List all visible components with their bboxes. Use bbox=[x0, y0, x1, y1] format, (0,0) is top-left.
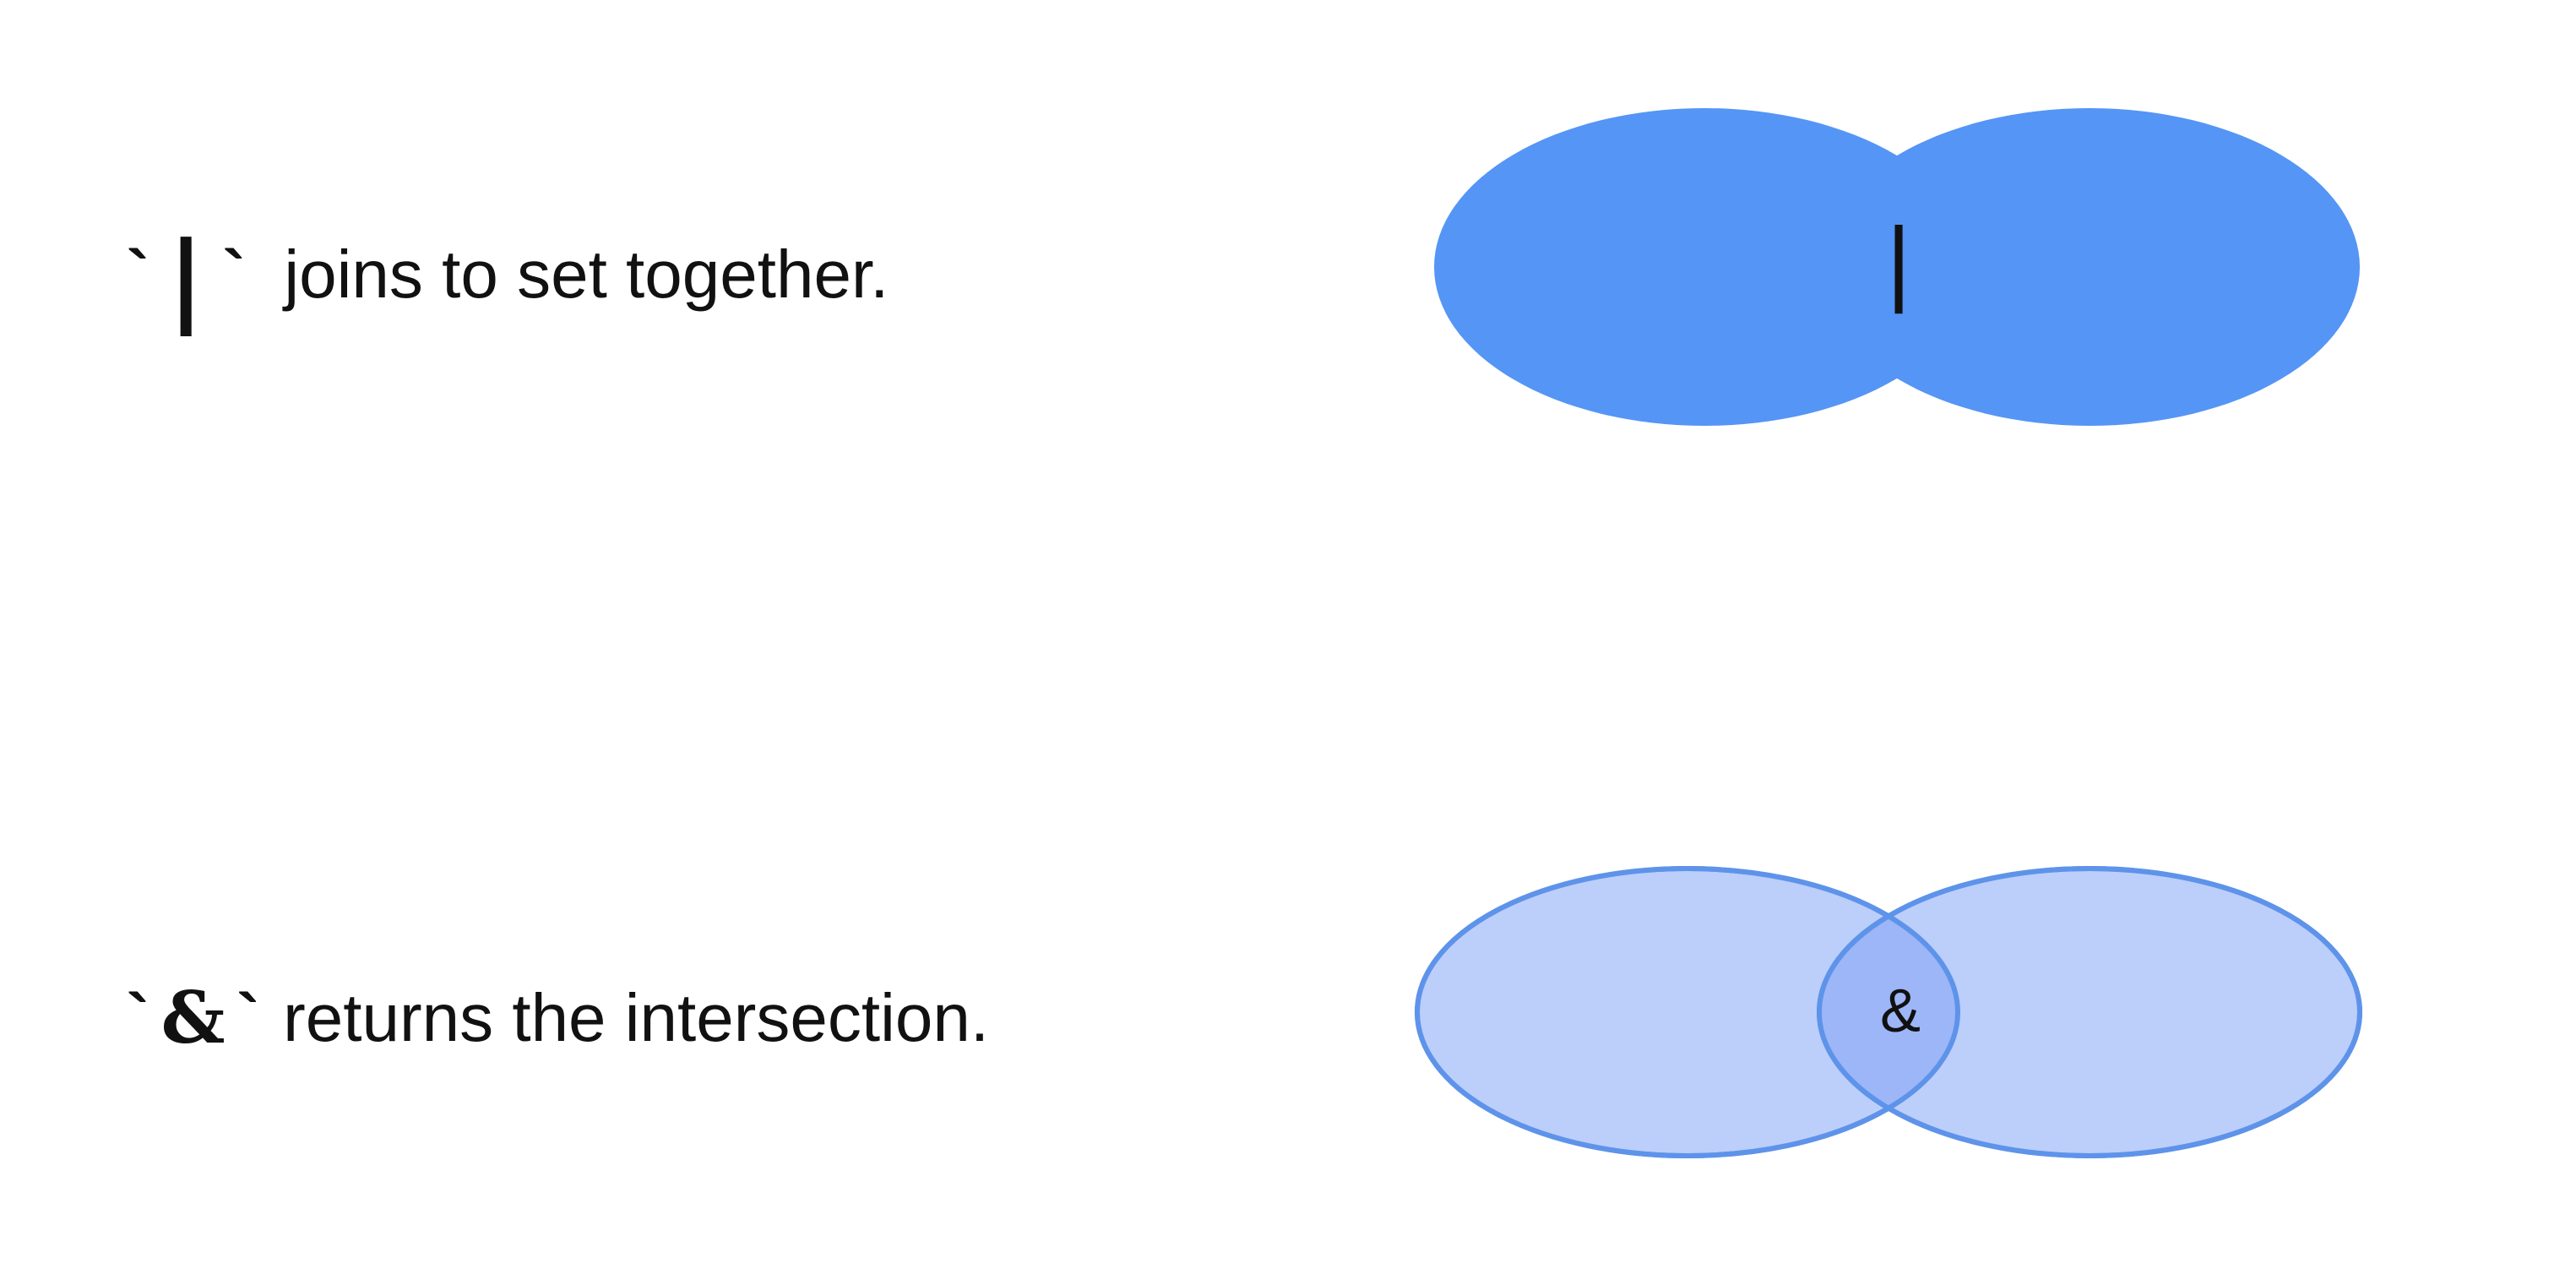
union-operator: | bbox=[167, 220, 204, 336]
intersection-caption: ` & ` returns the intersection. bbox=[127, 983, 989, 1054]
union-backtick-open: ` bbox=[127, 237, 149, 312]
union-backtick-close: ` bbox=[222, 237, 246, 312]
intersection-backtick-close: ` bbox=[236, 980, 260, 1055]
union-set-a bbox=[1434, 108, 1975, 426]
union-row: ` | ` joins to set together. bbox=[0, 0, 2576, 541]
intersection-operator: & bbox=[160, 976, 226, 1059]
intersection-set-b-outline bbox=[1817, 866, 2362, 1158]
intersection-venn: & bbox=[1415, 866, 2362, 1158]
union-venn: | bbox=[1434, 108, 2360, 426]
intersection-center-label: & bbox=[1880, 978, 1921, 1045]
union-center-label: | bbox=[1886, 209, 1910, 314]
intersection-description: returns the intersection. bbox=[283, 980, 990, 1055]
intersection-row: ` & ` returns the intersection. bbox=[0, 743, 2576, 1269]
union-set-b bbox=[1819, 108, 2360, 426]
intersection-set-a-outline bbox=[1415, 866, 1960, 1158]
union-caption: ` | ` joins to set together. bbox=[127, 225, 889, 328]
intersection-backtick-open: ` bbox=[127, 980, 149, 1055]
union-description: joins to set together. bbox=[284, 237, 889, 312]
